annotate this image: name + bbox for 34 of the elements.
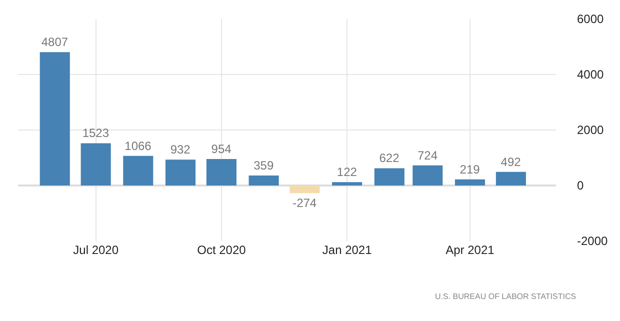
data-label: 359 [254,158,274,173]
bar [248,176,279,186]
data-label: 1066 [124,138,152,153]
x-tick-label: Oct 2020 [197,243,246,257]
data-label: 932 [170,142,191,157]
bar [374,168,404,186]
y-tick-label: 4000 [577,68,604,82]
data-label: 492 [500,154,522,169]
y-tick-label: 6000 [577,12,604,26]
data-label: 954 [211,142,232,156]
bar [206,159,236,186]
bar [454,179,485,186]
bar [290,186,320,194]
data-label: 4807 [41,35,68,50]
bar [412,165,443,186]
data-label: 622 [379,151,400,166]
bar [332,182,362,186]
text: U.S. BUREAU OF LABOR STATISTICS [435,292,576,301]
x-tick-label: Jan 2021 [322,243,372,257]
y-tick-label: 2000 [577,123,604,138]
data-label: -274 [292,196,317,210]
bar [123,156,154,186]
data-label: 122 [336,165,358,180]
bar [165,160,196,186]
bar [80,143,111,186]
x-tick-label: Apr 2021 [446,243,495,257]
data-label: 1523 [82,126,110,140]
y-tick-label: 0 [577,178,584,193]
data-label: 219 [460,162,480,176]
data-label: 724 [417,148,438,162]
y-tick-label: -2000 [577,234,608,248]
bar [40,52,70,186]
bar [496,172,526,186]
x-tick-label: Jul 2020 [73,243,119,257]
